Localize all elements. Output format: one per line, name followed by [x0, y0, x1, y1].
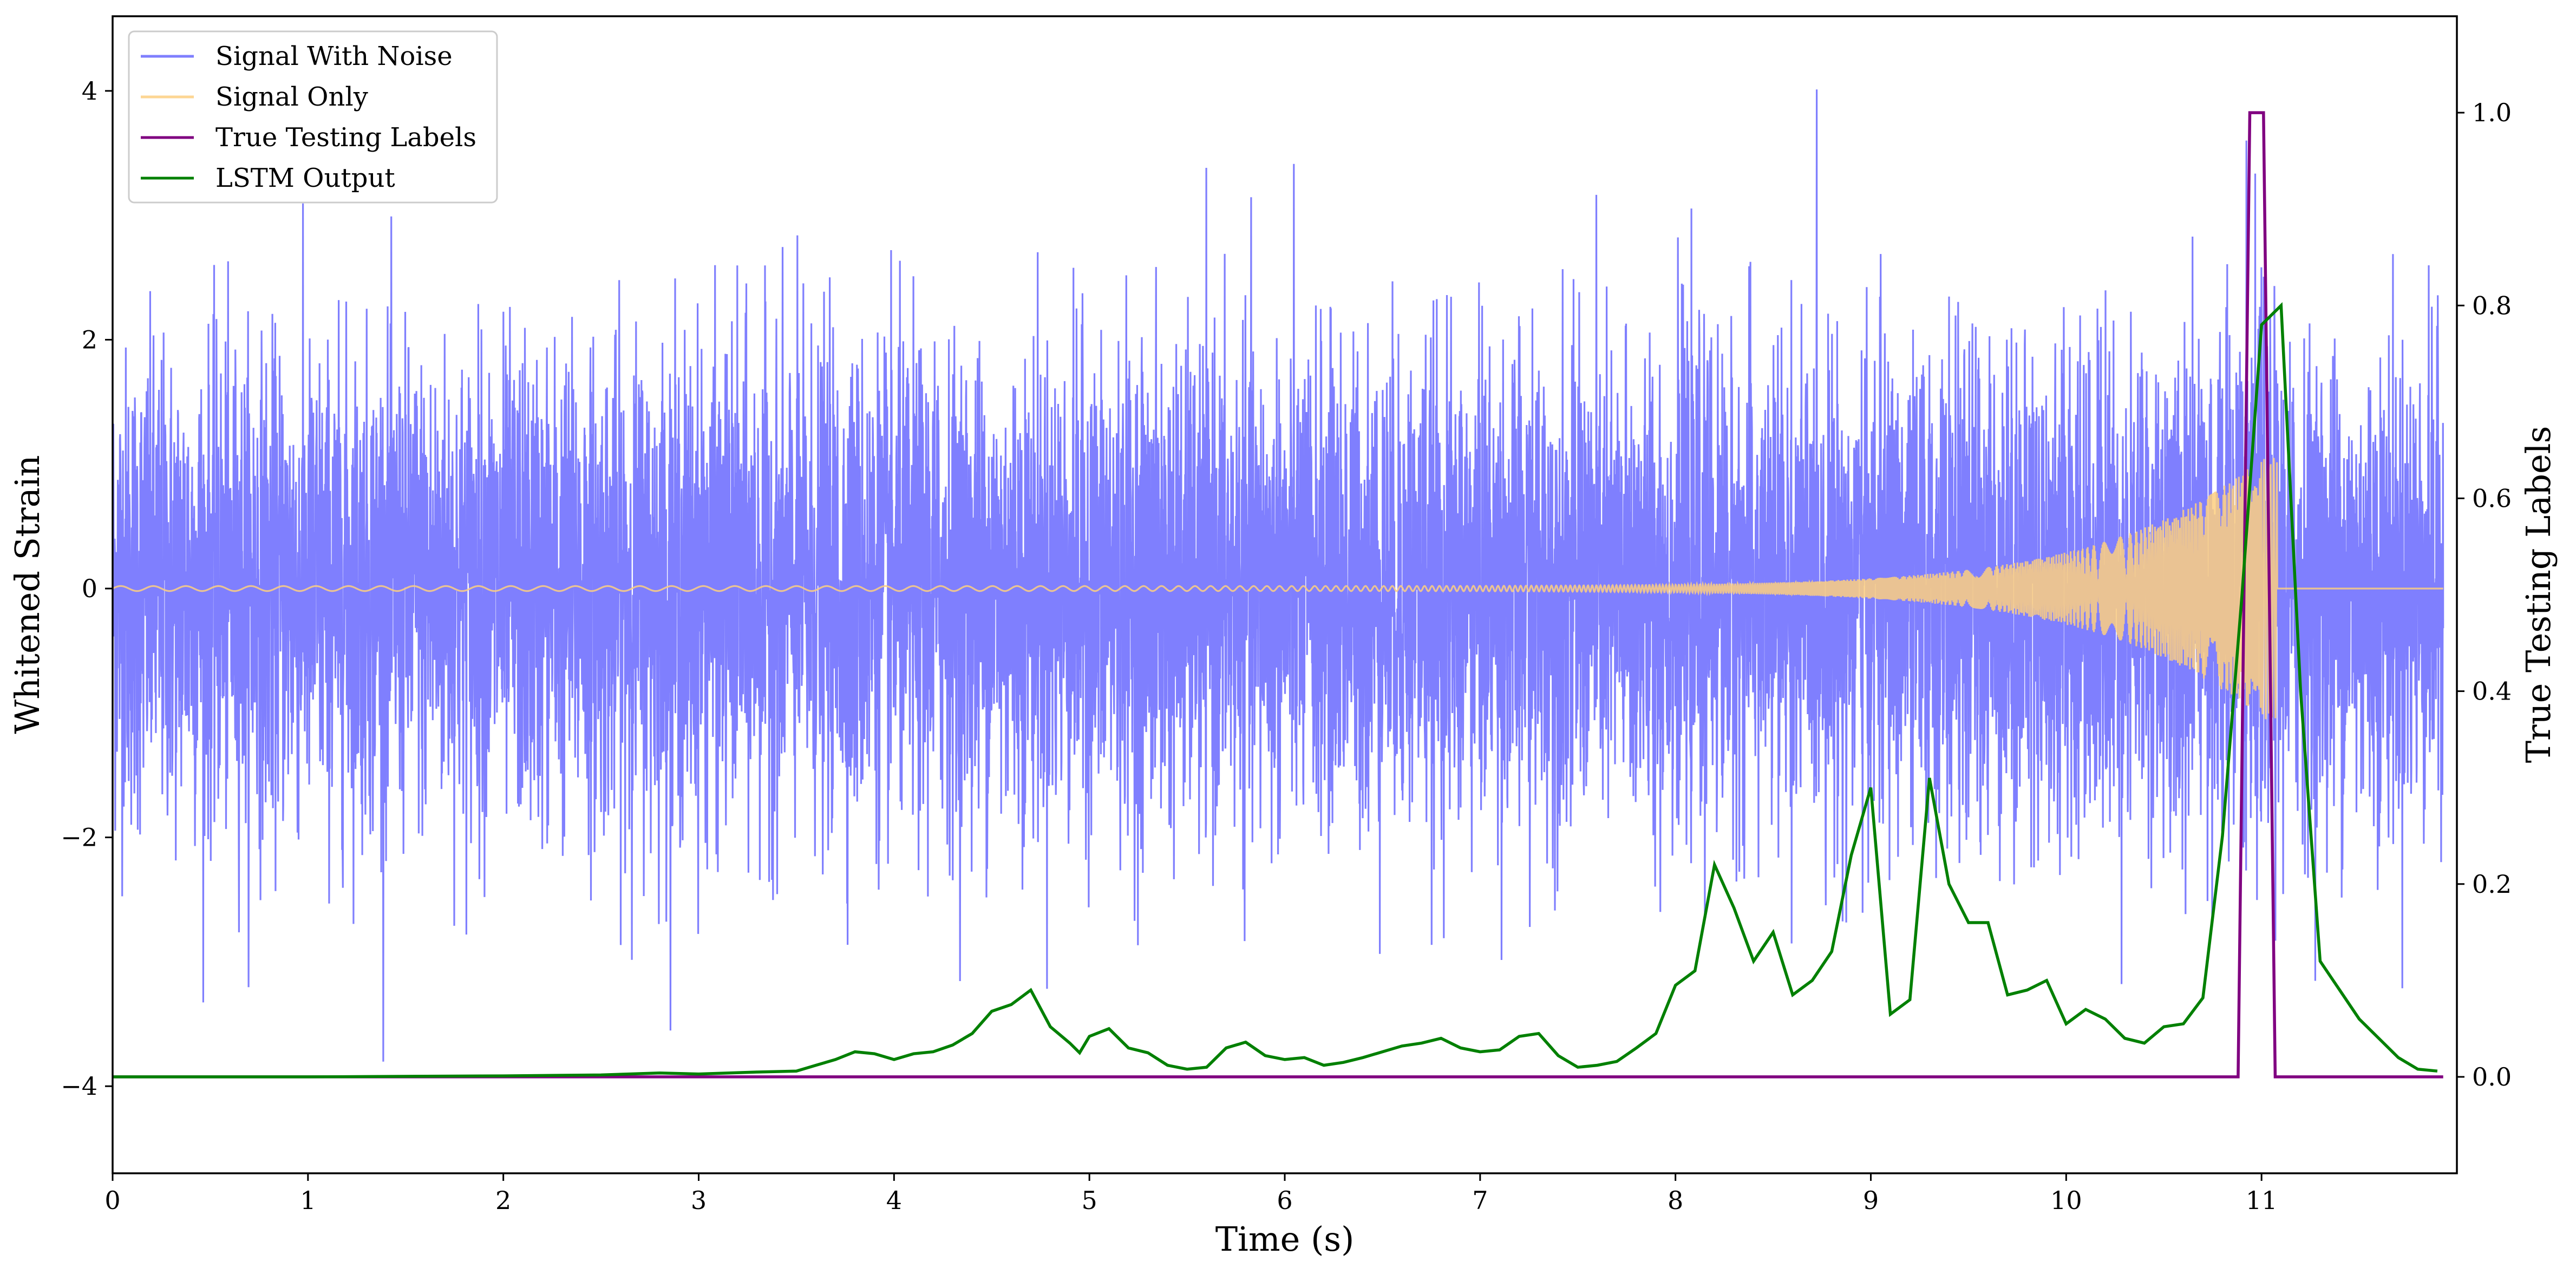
y-tick-label: −2	[61, 823, 97, 852]
y-axis-left: −4 −2 0 2 4	[61, 76, 113, 1101]
x-tick-label: 10	[2050, 1186, 2082, 1215]
x-axis-label: Time (s)	[1215, 1219, 1355, 1259]
series-signal-with-noise	[113, 89, 2444, 1062]
series-layer	[113, 89, 2444, 1079]
y-right-tick-label: 1.0	[2472, 98, 2512, 127]
y-axis-right-label: True Testing Labels	[2519, 426, 2558, 763]
x-tick-label: 5	[1082, 1186, 1097, 1215]
series-signal-only	[113, 458, 2443, 720]
y-tick-label: 4	[82, 76, 97, 106]
x-tick-label: 6	[1277, 1186, 1292, 1215]
x-axis: 0 1 2 3 4 5 6 7 8 9 10 11	[104, 1173, 2277, 1215]
y-right-tick-label: 0.2	[2472, 870, 2512, 899]
series-true-testing-labels	[113, 111, 2443, 1079]
x-tick-label: 11	[2246, 1186, 2278, 1215]
legend-label-lstm-output: LSTM Output	[215, 163, 395, 193]
y-right-tick-label: 0.4	[2472, 677, 2512, 706]
y-tick-label: 2	[82, 325, 97, 354]
y-right-tick-label: 0.8	[2472, 291, 2512, 320]
y-tick-label: 0	[82, 574, 97, 603]
legend-box	[128, 30, 498, 204]
x-tick-label: 0	[104, 1186, 120, 1215]
y-right-tick-label: 0.0	[2472, 1062, 2512, 1092]
x-tick-label: 3	[691, 1186, 707, 1215]
y-axis-right: 0.0 0.2 0.4 0.6 0.8 1.0	[2457, 98, 2512, 1092]
legend-label-signal-with-noise: Signal With Noise	[215, 41, 453, 71]
series-lstm-output	[113, 302, 2438, 1079]
legend-label-signal-only: Signal Only	[215, 82, 368, 112]
x-tick-label: 4	[886, 1186, 902, 1215]
x-tick-label: 7	[1472, 1186, 1488, 1215]
legend-label-true-testing-labels: True Testing Labels	[215, 122, 476, 153]
x-tick-label: 1	[300, 1186, 316, 1215]
x-tick-label: 2	[495, 1186, 511, 1215]
y-axis-label: Whitened Strain	[8, 455, 47, 734]
y-tick-label: −4	[61, 1072, 97, 1101]
y-right-tick-label: 0.6	[2472, 484, 2512, 513]
legend: Signal With Noise Signal Only True Testing…	[128, 30, 498, 204]
x-tick-label: 9	[1863, 1186, 1879, 1215]
x-tick-label: 8	[1668, 1186, 1683, 1215]
